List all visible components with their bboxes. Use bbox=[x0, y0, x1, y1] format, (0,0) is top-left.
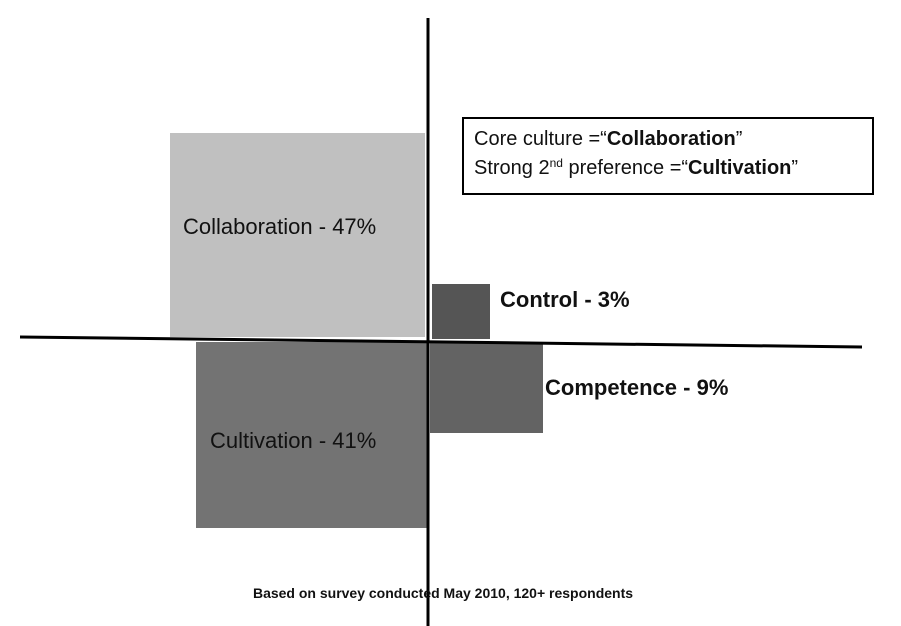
quadrant-label: Collaboration - 47% bbox=[183, 214, 377, 239]
text: ” bbox=[735, 128, 743, 150]
quadrant-label: Competence - 9% bbox=[545, 375, 729, 400]
text: nd bbox=[549, 156, 563, 170]
text: ” bbox=[791, 157, 799, 179]
cultivation-box bbox=[196, 342, 427, 528]
footnote: Based on survey conducted May 2010, 120+… bbox=[252, 585, 634, 601]
quadrant-label: Cultivation - 41% bbox=[210, 428, 377, 453]
competence-box bbox=[430, 343, 543, 433]
callout-line: Strong 2nd preference =“Cultivation” bbox=[474, 154, 872, 183]
text: Cultivation bbox=[688, 157, 792, 179]
text: Strong 2 bbox=[474, 157, 550, 179]
quadrant-label: Control - 3% bbox=[500, 287, 630, 312]
callout-line: Core culture =“Collaboration” bbox=[474, 125, 872, 154]
horizontal-axis bbox=[19, 335, 863, 349]
text: preference =“ bbox=[562, 157, 689, 179]
text: Collaboration bbox=[606, 128, 736, 150]
collaboration-box bbox=[170, 133, 425, 337]
callout: Core culture =“Collaboration” Strong 2nd… bbox=[462, 117, 874, 195]
text: Core culture =“ bbox=[474, 128, 607, 150]
control-box bbox=[432, 284, 490, 339]
